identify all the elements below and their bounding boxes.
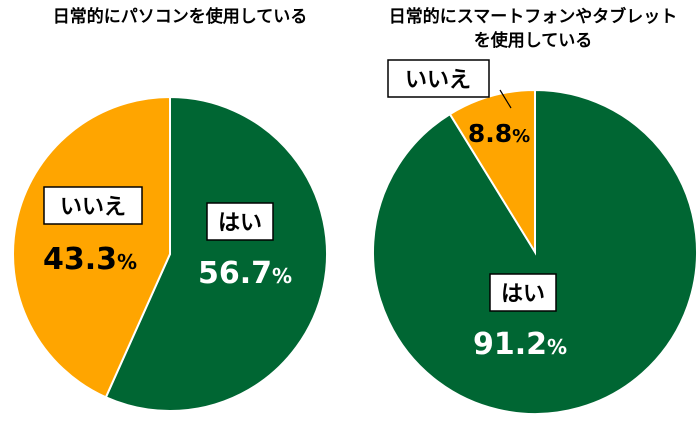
slice-value-unit-pc-no: % [117, 250, 137, 274]
label-box-pc-no [43, 186, 143, 225]
label-box-smartphone-no [387, 59, 490, 98]
slice-label-smartphone-yes: はい [501, 282, 545, 307]
slice-value-unit-smartphone-yes: % [547, 335, 567, 359]
pie-slice-pc-yes [104, 95, 328, 412]
slice-value-smartphone-yes: 91.2% [473, 327, 567, 362]
slice-value-number-pc-no: 43.3 [43, 242, 117, 277]
slice-value-unit-smartphone-no: % [512, 126, 530, 147]
slice-label-smartphone-no: いいえ [405, 68, 471, 93]
label-box-pc-yes [206, 202, 274, 241]
slice-value-number-smartphone-yes: 91.2 [473, 327, 547, 362]
slice-value-pc-no: 43.3% [43, 242, 137, 277]
pie-slice-pc-no [12, 95, 171, 399]
pie-slice-smartphone-no [448, 88, 536, 256]
chart-title-smartphone-line1: 日常的にスマートフォンやタブレット [389, 6, 678, 27]
chart-title-smartphone-line2: を使用している [474, 30, 593, 51]
slice-value-smartphone-no: 8.8% [468, 119, 530, 148]
pie-chart-smartphone: 日常的にスマートフォンやタブレット を使用している いいえ 8.8% はい 91… [372, 6, 698, 415]
pie-chart-pc: 日常的にパソコンを使用している いいえ 43.3% はい 56.7% [12, 6, 328, 412]
label-box-smartphone-yes [489, 273, 557, 312]
slice-label-pc-yes: はい [218, 211, 262, 236]
slice-value-number-pc-yes: 56.7 [198, 256, 272, 291]
slice-value-pc-yes: 56.7% [198, 256, 292, 291]
slice-value-number-smartphone-no: 8.8 [468, 119, 512, 148]
chart-title-pc: 日常的にパソコンを使用している [53, 6, 308, 27]
slice-value-unit-pc-yes: % [272, 264, 292, 288]
slice-label-pc-no: いいえ [60, 195, 126, 220]
callout-line-smartphone-no [499, 89, 512, 109]
